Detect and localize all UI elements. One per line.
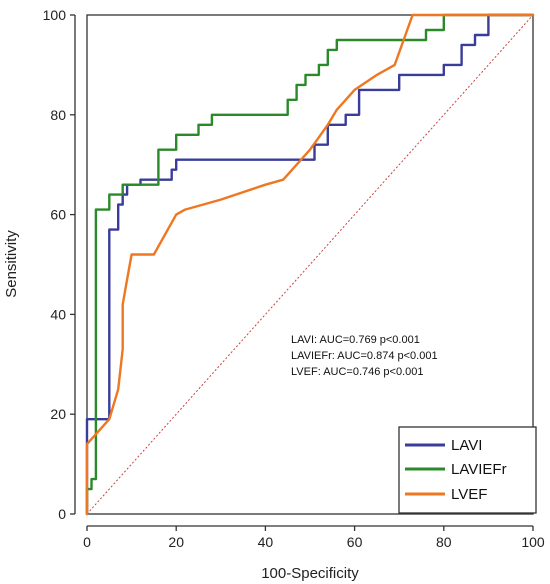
reference-line — [86, 14, 534, 515]
legend-label-lvef: LVEF — [451, 486, 487, 503]
y-axis-title: Sensitivity — [3, 230, 20, 298]
roc-curve-lavi — [85, 13, 535, 516]
annotation-lvef: LVEF: AUC=0.746 p<0.001 — [291, 366, 424, 378]
annotation-lavi: LAVI: AUC=0.769 p<0.001 — [291, 334, 420, 346]
y-tick-label: 0 — [58, 506, 66, 522]
legend-label-lavi: LAVI — [451, 437, 482, 454]
roc-curve-lvef — [85, 13, 535, 516]
roc-curve-lavi-efr — [85, 13, 535, 516]
y-tick-label: 20 — [50, 406, 66, 422]
x-tick-label: 40 — [258, 534, 274, 550]
plot-frame — [86, 14, 534, 515]
x-tick-label: 100 — [521, 534, 545, 550]
y-tick-label: 40 — [50, 306, 66, 322]
x-tick-label: 0 — [83, 534, 91, 550]
annotation-lavi-efr: LAVIEFr: AUC=0.874 p<0.001 — [291, 350, 438, 362]
x-axis-title: 100-Specificity — [261, 565, 359, 582]
legend-label-lavi-efr: LAVIEFr — [451, 461, 507, 478]
x-tick-label: 80 — [436, 534, 452, 550]
annotation-block: LAVI: AUC=0.769 p<0.001 LAVIEFr: AUC=0.8… — [291, 334, 438, 378]
plot-border — [86, 14, 534, 515]
reference-diagonal — [86, 14, 534, 515]
x-tick-label: 20 — [168, 534, 184, 550]
legend: LAVI LAVIEFr LVEF — [398, 426, 537, 514]
roc-curves — [85, 13, 535, 516]
y-tick-label: 80 — [50, 107, 66, 123]
x-tick-label: 60 — [347, 534, 363, 550]
y-tick-label: 100 — [43, 7, 67, 23]
axis-ticks: 0 20 40 60 80 100 0 20 40 60 80 100 — [43, 7, 545, 550]
y-tick-label: 60 — [50, 207, 66, 223]
